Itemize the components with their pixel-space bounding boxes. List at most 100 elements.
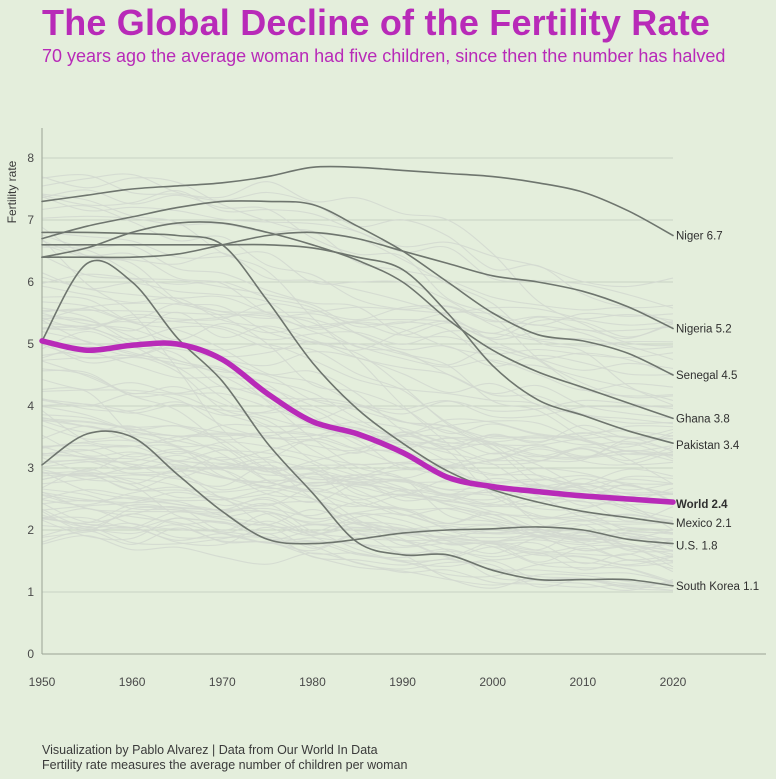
series-line-pakistan [41, 243, 674, 444]
background-country-lines [41, 173, 674, 592]
background-country-line [41, 302, 674, 326]
background-country-line [41, 319, 674, 507]
y-tick-label: 5 [27, 337, 34, 351]
background-country-line [41, 296, 674, 460]
y-tick-label: 8 [27, 151, 34, 165]
series-line-mexico [41, 231, 674, 525]
background-country-line [41, 494, 674, 571]
background-country-line [41, 499, 674, 552]
background-country-line [41, 446, 674, 477]
background-country-line [41, 174, 674, 347]
footer-credit: Visualization by Pablo Alvarez | Data fr… [42, 743, 378, 757]
chart-title: The Global Decline of the Fertility Rate [42, 2, 711, 43]
series-label-ghana: Ghana 3.8 [676, 413, 730, 425]
series-label-world: World 2.4 [676, 499, 728, 511]
series-label-south-korea: South Korea 1.1 [676, 581, 759, 593]
x-tick-label: 1950 [29, 675, 56, 689]
background-country-line [41, 488, 674, 546]
background-country-line [41, 273, 674, 402]
background-country-line [41, 244, 674, 397]
background-country-line [41, 436, 674, 487]
background-country-line [41, 316, 674, 347]
chart-subtitle: 70 years ago the average woman had five … [42, 46, 726, 66]
x-tick-label: 1960 [119, 675, 146, 689]
y-tick-label: 0 [27, 647, 34, 661]
footer-note: Fertility rate measures the average numb… [42, 758, 408, 772]
series-line-senegal [41, 200, 674, 376]
background-country-line [41, 512, 674, 541]
background-country-line [41, 468, 674, 522]
axes: 0 1 2 3 4 5 6 7 8 1950 1960 1970 1980 1990 2000 2010 202… [27, 128, 766, 689]
highlighted-country-lines [41, 165, 674, 587]
background-country-line [41, 369, 674, 555]
background-country-line [41, 272, 674, 359]
series-label-u-s: U.S. 1.8 [676, 541, 718, 553]
background-country-line [41, 301, 674, 391]
background-country-line [41, 494, 674, 532]
background-country-line [41, 193, 674, 563]
background-country-line [41, 205, 674, 350]
y-tick-label: 1 [27, 585, 34, 599]
footer: Visualization by Pablo Alvarez | Data fr… [42, 743, 407, 773]
background-country-line [41, 526, 674, 584]
background-country-line [41, 378, 674, 457]
background-country-line [41, 470, 674, 567]
background-country-line [41, 189, 674, 399]
series-label-mexico: Mexico 2.1 [676, 518, 732, 530]
background-country-line [41, 501, 674, 524]
background-country-line [41, 468, 674, 589]
background-country-line [41, 527, 674, 557]
x-tick-label: 2010 [570, 675, 597, 689]
background-country-line [41, 453, 674, 547]
background-country-line [41, 309, 674, 340]
series-line-world [39, 338, 676, 505]
series-label-pakistan: Pakistan 3.4 [676, 440, 740, 452]
x-tick-label: 1970 [209, 675, 236, 689]
background-country-line [41, 430, 674, 462]
y-tick-label: 2 [27, 523, 34, 537]
background-country-line [41, 330, 674, 424]
y-axis-label: Fertility rate [5, 160, 19, 223]
background-country-line [41, 360, 674, 587]
background-country-line [41, 173, 674, 309]
background-country-line [41, 215, 674, 325]
world-line-group [39, 338, 676, 505]
x-tick-label: 1990 [389, 675, 416, 689]
y-tick-label: 4 [27, 399, 34, 413]
series-label-niger: Niger 6.7 [676, 231, 723, 243]
background-country-line [41, 351, 674, 491]
background-country-line [41, 448, 674, 476]
x-tick-label: 2000 [479, 675, 506, 689]
background-country-line [41, 316, 674, 361]
background-country-line [41, 418, 674, 441]
background-country-line [41, 517, 674, 548]
background-country-line [41, 471, 674, 558]
series-label-nigeria: Nigeria 5.2 [676, 324, 732, 336]
background-country-line [41, 502, 674, 563]
background-country-line [41, 246, 674, 371]
series-line-niger [41, 165, 674, 237]
background-country-line [41, 424, 674, 535]
series-labels: World 2.4 Niger 6.7 Nigeria 5.2 Senegal 4.5… [676, 231, 759, 593]
background-country-line [41, 226, 674, 452]
background-country-line [41, 424, 674, 468]
background-country-line [41, 448, 674, 485]
background-country-line [41, 345, 674, 553]
y-tick-label: 7 [27, 213, 34, 227]
background-country-line [41, 312, 674, 440]
background-country-line [41, 535, 674, 592]
background-country-line [41, 392, 674, 462]
background-country-line [41, 455, 674, 591]
x-tick-label: 2020 [660, 675, 687, 689]
background-country-line [41, 431, 674, 452]
series-line-south-korea [41, 259, 674, 587]
background-country-line [41, 240, 674, 376]
x-tick-label: 1980 [299, 675, 326, 689]
background-country-line [41, 322, 674, 519]
y-tick-label: 3 [27, 461, 34, 475]
background-country-line [41, 475, 674, 511]
background-country-line [41, 190, 674, 288]
series-line-nigeria [41, 231, 674, 330]
y-tick-label: 6 [27, 275, 34, 289]
